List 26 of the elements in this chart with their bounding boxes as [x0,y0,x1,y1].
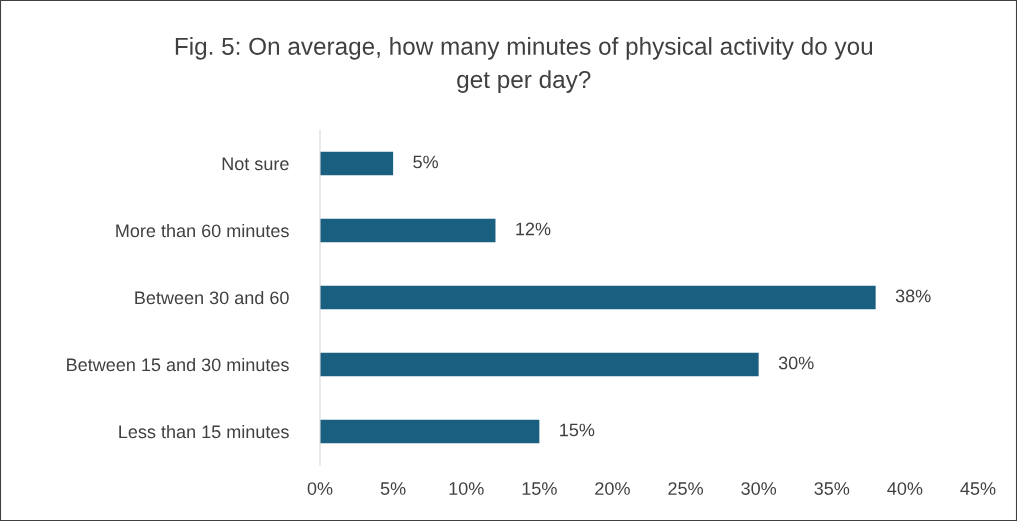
data-label: 38% [895,289,931,303]
x-tick-label: 45% [960,482,996,495]
y-tick-label: More than 60 minutes [116,223,289,238]
bar [320,218,496,243]
bar [320,151,394,176]
y-tick-label: Less than 15 minutes [119,424,289,439]
y-tick-label: Not sure [222,157,289,171]
x-tick-label: 35% [814,482,850,495]
bar [320,285,876,310]
data-label: 30% [778,356,814,370]
chart-title: Fig. 5: On average, how many minutes of physical activity do you get per day? [175,37,873,93]
x-tick-label: 25% [668,482,703,495]
y-tick-label: Between 30 and 60 [135,290,289,305]
data-label: 15% [560,423,595,437]
x-tick-label: 0% [307,482,333,495]
y-tick-label: Between 15 and 30 minutes [67,357,289,372]
x-tick-label: 30% [741,482,777,495]
data-label: 12% [516,222,551,236]
x-tick-label: 15% [522,482,557,495]
bar [320,419,540,444]
x-tick-label: 40% [887,482,923,495]
x-tick-label: 10% [449,482,484,495]
x-tick-label: 20% [595,482,630,495]
data-label: 5% [413,155,439,169]
bar [320,352,759,377]
x-tick-label: 5% [380,482,406,495]
